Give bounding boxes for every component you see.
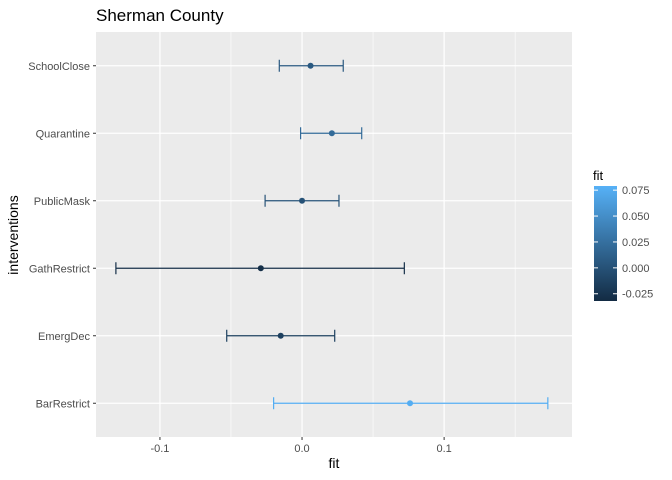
errorbar-Quarantine — [300, 127, 363, 140]
x-tick-label: 0.1 — [436, 443, 451, 455]
legend-ticks: -0.025 0.000 0.025 0.050 0.075 — [594, 185, 653, 301]
errorbar-SchoolClose — [278, 59, 344, 72]
y-tick-label: BarRestrict — [36, 398, 90, 410]
data-marks — [115, 59, 549, 410]
x-axis-title: fit — [329, 455, 340, 471]
legend-tick-label: 0.050 — [622, 211, 650, 223]
point-Quarantine — [328, 130, 335, 137]
legend-tick-label: -0.025 — [622, 289, 653, 301]
y-axis: SchoolClose Quarantine PublicMask GathRestr… — [28, 61, 96, 410]
y-tick-label: Quarantine — [36, 128, 90, 140]
errorbar-PublicMask — [264, 194, 340, 207]
legend-tick-label: 0.075 — [622, 185, 650, 197]
y-tick-label: EmergDec — [38, 331, 90, 343]
y-tick-label: SchoolClose — [28, 61, 90, 73]
y-axis-title: interventions — [5, 195, 21, 274]
plot-panel — [96, 32, 572, 437]
point-GathRestrict — [257, 265, 264, 272]
x-tick-label: 0.0 — [294, 443, 309, 455]
legend-tick-label: 0.000 — [622, 263, 650, 275]
legend-title: fit — [593, 168, 604, 183]
x-tick-label: -0.1 — [150, 443, 169, 455]
errorbar-GathRestrict — [115, 262, 405, 275]
errorbar-EmergDec — [226, 329, 336, 342]
y-tick-label: GathRestrict — [29, 263, 90, 275]
point-PublicMask — [299, 197, 306, 204]
errorbar-BarRestrict — [273, 397, 549, 410]
legend-tick-label: 0.025 — [622, 237, 650, 249]
x-axis: -0.1 0.0 0.1 — [150, 437, 452, 455]
legend-colorbar — [594, 186, 617, 301]
point-BarRestrict — [407, 400, 414, 407]
chart-title: Sherman County — [96, 6, 224, 25]
point-EmergDec — [277, 332, 284, 339]
point-SchoolClose — [307, 62, 314, 69]
y-tick-label: PublicMask — [34, 196, 91, 208]
legend: fit -0.025 0.000 0.025 0.050 0.075 — [593, 168, 653, 301]
